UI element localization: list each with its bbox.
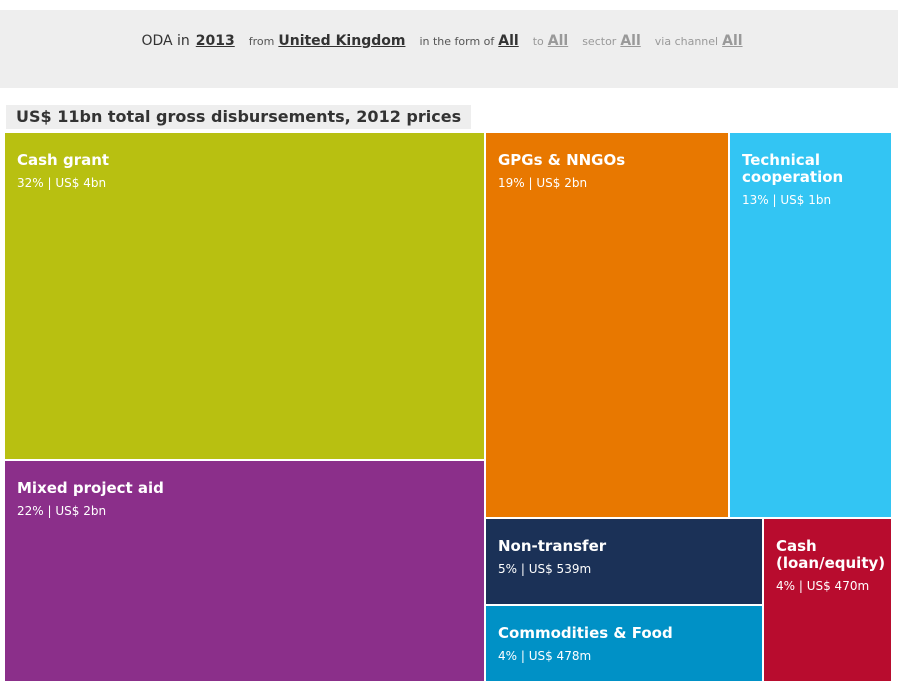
tile-name-gpgs-nngos: GPGs & NNGOs <box>498 151 625 169</box>
form-selector[interactable]: All <box>498 33 519 49</box>
tile-name-cash-loan-equity-line2: (loan/equity) <box>776 554 885 572</box>
tile-cash-loan-equity[interactable]: Cash(loan/equity) 4% | US$ 470m <box>764 519 891 681</box>
tile-rect-commodities-food <box>486 606 762 681</box>
tile-name-technical-cooperation-line2: cooperation <box>742 168 843 186</box>
tile-mixed-project-aid[interactable]: Mixed project aid 22% | US$ 2bn <box>5 461 484 681</box>
tile-rect-non-transfer <box>486 519 762 604</box>
from-label: from <box>248 34 275 48</box>
tile-gpgs-nngos[interactable]: GPGs & NNGOs 19% | US$ 2bn <box>486 133 728 517</box>
to-label: to <box>532 34 544 48</box>
tile-name-commodities-food: Commodities & Food <box>498 624 673 642</box>
chart-title: US$ 11bn total gross disbursements, 2012… <box>6 105 472 129</box>
filter-row: ODA in 2013 from United Kingdom in the f… <box>0 10 898 72</box>
channel-label: via channel <box>654 34 719 48</box>
tile-value-non-transfer: 5% | US$ 539m <box>498 562 591 576</box>
tile-value-mixed-project-aid: 22% | US$ 2bn <box>17 504 106 518</box>
tile-rect-gpgs-nngos <box>486 133 728 517</box>
donor-selector[interactable]: United Kingdom <box>278 33 406 49</box>
sector-label: sector <box>582 34 617 48</box>
year-selector[interactable]: 2013 <box>195 33 235 49</box>
tile-name-cash-grant: Cash grant <box>17 151 109 169</box>
tile-name-cash-loan-equity-line1: Cash <box>776 537 817 555</box>
tile-rect-mixed-project-aid <box>5 461 484 681</box>
tile-commodities-food[interactable]: Commodities & Food 4% | US$ 478m <box>486 606 762 681</box>
tile-rect-cash-grant <box>5 133 484 459</box>
tile-value-cash-loan-equity: 4% | US$ 470m <box>776 579 869 593</box>
tile-name-technical-cooperation-line1: Technical <box>742 151 820 169</box>
tile-rect-cash-loan-equity <box>764 519 891 681</box>
tile-name-mixed-project-aid: Mixed project aid <box>17 479 164 497</box>
to-selector[interactable]: All <box>547 33 569 49</box>
sector-selector[interactable]: All <box>620 33 641 49</box>
oda-label: ODA in <box>141 33 190 49</box>
filter-bar: ODA in 2013 from United Kingdom in the f… <box>0 10 898 88</box>
tile-rect-technical-cooperation <box>730 133 891 517</box>
channel-selector[interactable]: All <box>722 33 743 49</box>
tile-value-gpgs-nngos: 19% | US$ 2bn <box>498 176 587 190</box>
tile-non-transfer[interactable]: Non-transfer 5% | US$ 539m <box>486 519 762 604</box>
form-label: in the form of <box>419 34 495 48</box>
tile-value-cash-grant: 32% | US$ 4bn <box>17 176 106 190</box>
tile-value-commodities-food: 4% | US$ 478m <box>498 649 591 663</box>
tile-cash-grant[interactable]: Cash grant 32% | US$ 4bn <box>5 133 484 459</box>
tile-name-non-transfer: Non-transfer <box>498 537 607 555</box>
tile-value-technical-cooperation: 13% | US$ 1bn <box>742 193 831 207</box>
